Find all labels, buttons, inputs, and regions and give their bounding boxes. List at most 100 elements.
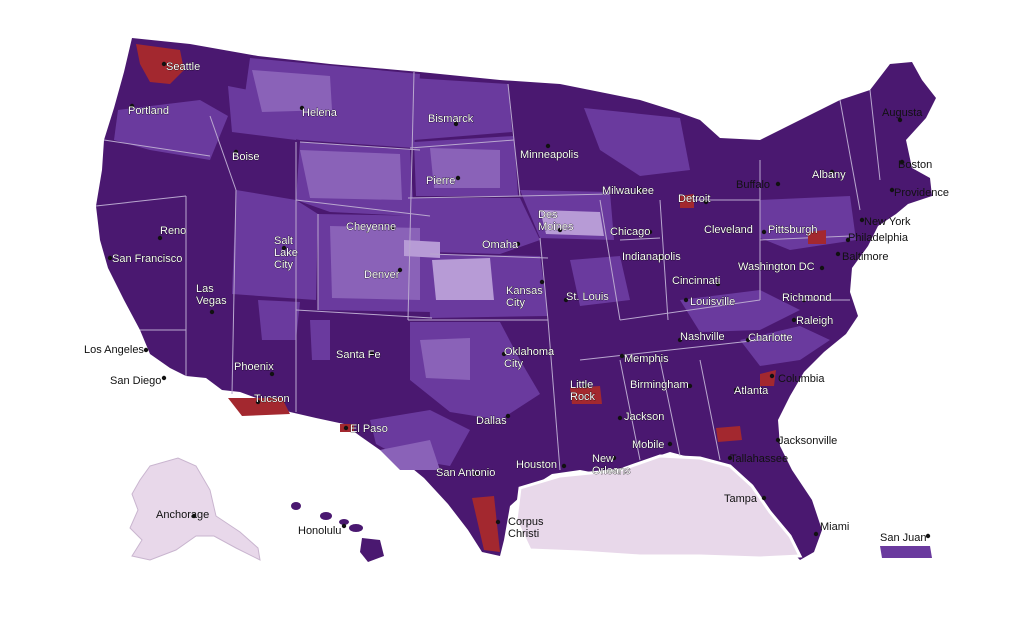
city-dot bbox=[161, 61, 167, 67]
city-raleigh: Raleigh bbox=[791, 315, 834, 327]
city-atlanta: Atlanta bbox=[733, 385, 770, 398]
city-dot bbox=[619, 353, 625, 359]
city-dot bbox=[925, 533, 931, 539]
city-dot bbox=[899, 159, 905, 165]
city-label: Los Angeles bbox=[84, 344, 144, 356]
city-dot bbox=[545, 143, 551, 149]
city-dot bbox=[667, 441, 673, 447]
city-label: Augusta bbox=[882, 107, 923, 119]
city-los-angeles: Los Angeles bbox=[84, 344, 149, 356]
city-philadelphia: Philadelphia bbox=[845, 232, 909, 244]
city-label: Detroit bbox=[678, 193, 710, 205]
city-dot bbox=[859, 217, 865, 223]
city-label: Miami bbox=[820, 521, 849, 533]
city-dot bbox=[715, 281, 721, 287]
city-label: Charlotte bbox=[748, 332, 793, 344]
city-label: Atlanta bbox=[734, 385, 769, 397]
city-label: Cincinnati bbox=[672, 275, 720, 287]
city-label: Chicago bbox=[610, 226, 650, 238]
city-dot bbox=[647, 229, 653, 235]
city-buffalo: Buffalo bbox=[736, 179, 781, 191]
city-dot bbox=[281, 245, 287, 251]
city-san-juan: San Juan bbox=[880, 532, 931, 544]
city-label: El Paso bbox=[350, 423, 388, 435]
city-dot bbox=[745, 337, 751, 343]
city-cleveland: Cleveland bbox=[704, 224, 754, 237]
city-label: Minneapolis bbox=[520, 149, 579, 161]
city-label: Jackson bbox=[624, 411, 664, 423]
city-label: Baltimore bbox=[842, 251, 888, 263]
city-label: Bismarck bbox=[428, 113, 474, 125]
city-augusta: Augusta bbox=[882, 107, 923, 123]
alaska-shape bbox=[129, 457, 261, 561]
city-label: Philadelphia bbox=[848, 232, 909, 244]
city-dot bbox=[233, 149, 239, 155]
city-dot bbox=[617, 415, 623, 421]
city-dot bbox=[501, 351, 507, 357]
city-dot bbox=[255, 399, 261, 405]
city-label: Louisville bbox=[690, 296, 735, 308]
city-dot bbox=[209, 309, 215, 315]
city-dot bbox=[563, 297, 569, 303]
city-label: Helena bbox=[302, 107, 338, 119]
city-label: Portland bbox=[128, 105, 169, 117]
city-dot bbox=[725, 227, 731, 233]
city-jacksonville: Jacksonville bbox=[775, 435, 837, 447]
city-label: Boston bbox=[898, 159, 932, 171]
city-label: New Orleans bbox=[592, 453, 631, 477]
city-label: San Antonio bbox=[436, 467, 495, 479]
city-pittsburgh: Pittsburgh bbox=[761, 224, 818, 236]
city-nashville: Nashville bbox=[677, 331, 725, 343]
city-san-antonio: San Antonio bbox=[436, 467, 496, 480]
city-label: San Juan bbox=[880, 532, 926, 544]
gulf-of-mexico bbox=[514, 454, 803, 560]
city-label: Milwaukee bbox=[602, 185, 654, 197]
city-dot bbox=[539, 279, 545, 285]
light-purple-regions bbox=[252, 70, 500, 470]
city-tallahassee: Tallahassee bbox=[727, 453, 788, 465]
city-label: Richmond bbox=[782, 292, 832, 304]
city-label: Albany bbox=[812, 169, 846, 181]
city-el-paso: El Paso bbox=[343, 423, 388, 435]
city-pierre: Pierre bbox=[426, 175, 461, 187]
pale-purple-regions bbox=[404, 210, 604, 300]
city-dot bbox=[775, 181, 781, 187]
city-label: Honolulu bbox=[298, 525, 341, 537]
city-label: Little Rock bbox=[570, 379, 596, 403]
city-dot bbox=[733, 387, 739, 393]
city-label: Pierre bbox=[426, 175, 455, 187]
city-label: Denver bbox=[364, 269, 400, 281]
city-tucson: Tucson bbox=[254, 393, 290, 406]
city-dot bbox=[129, 103, 135, 109]
city-dot bbox=[801, 297, 807, 303]
red-regions bbox=[136, 44, 826, 552]
city-louisville: Louisville bbox=[683, 296, 736, 308]
city-dot bbox=[299, 105, 305, 111]
city-miami: Miami bbox=[813, 521, 849, 537]
city-dot bbox=[683, 297, 689, 303]
city-dot bbox=[143, 347, 149, 353]
city-dot bbox=[455, 175, 461, 181]
city-san-francisco: San Francisco bbox=[107, 253, 183, 265]
city-honolulu: Honolulu bbox=[298, 523, 347, 537]
city-label: Providence bbox=[894, 187, 949, 199]
city-oklahoma-city: Oklahoma City bbox=[501, 346, 555, 370]
city-new-orleans: New Orleans bbox=[592, 453, 632, 478]
city-corpus-christi: Corpus Christi bbox=[495, 516, 544, 540]
city-label: Corpus Christi bbox=[508, 516, 544, 540]
city-albany: Albany bbox=[812, 169, 847, 182]
city-dot bbox=[637, 187, 643, 193]
city-salt-lake-city: Salt Lake City bbox=[274, 235, 298, 272]
city-dot bbox=[677, 337, 683, 343]
city-dot bbox=[791, 317, 797, 323]
city-dot bbox=[515, 241, 521, 247]
city-dot bbox=[583, 383, 589, 389]
city-label: San Francisco bbox=[112, 253, 182, 265]
city-label: Columbia bbox=[778, 373, 825, 385]
city-dot bbox=[761, 495, 767, 501]
city-dot bbox=[775, 437, 781, 443]
city-label: Omaha bbox=[482, 239, 519, 251]
city-richmond: Richmond bbox=[782, 292, 832, 305]
city-dot bbox=[657, 255, 663, 261]
